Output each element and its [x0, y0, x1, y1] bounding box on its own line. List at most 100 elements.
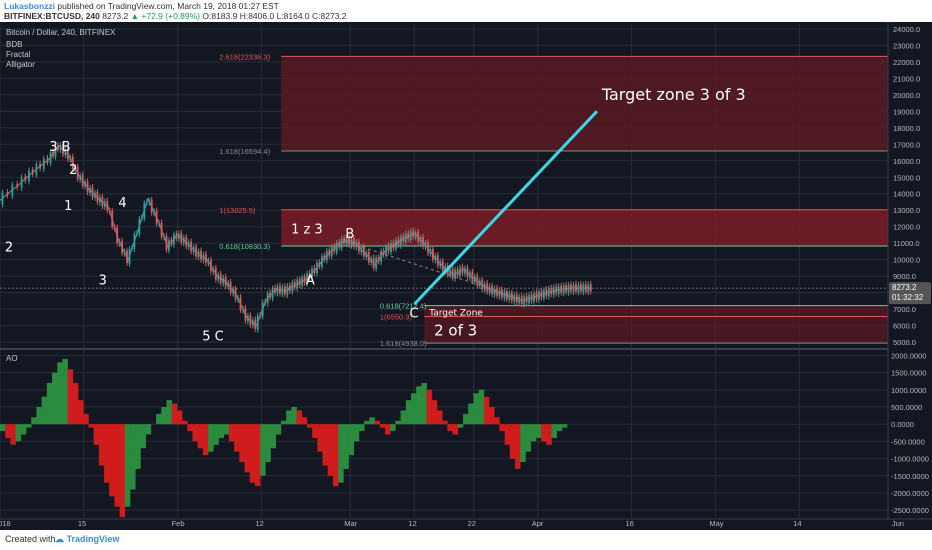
candle-body [380, 251, 382, 263]
ao-tick-label: -1000.0000 [891, 455, 929, 464]
candle-body [360, 247, 363, 253]
ao-bar [83, 413, 89, 425]
candle-body [340, 238, 343, 249]
candle-body [145, 201, 148, 203]
candle-body [219, 273, 222, 283]
legend-indicator-bdb[interactable]: BDB [6, 40, 22, 49]
candle-body [461, 266, 464, 273]
candle-body [59, 145, 62, 151]
candle-body [412, 230, 415, 237]
ao-bar [447, 424, 453, 432]
ao-bar [509, 424, 516, 459]
ao-bar [442, 420, 448, 425]
candle-body [76, 166, 79, 179]
candle-body [200, 250, 202, 260]
candle-body [42, 158, 45, 170]
candle-body [476, 275, 479, 286]
candle-body [567, 285, 570, 293]
candle-body [91, 187, 94, 198]
candle-body [540, 290, 543, 298]
ao-bar [338, 424, 344, 483]
chart-canvas[interactable]: 2.618(22336.3) 1.618(16594.4) 1(13025.5) 0.… [0, 22, 932, 530]
legend-indicator-fractal[interactable]: Fractal [6, 50, 31, 59]
candle-body [108, 211, 111, 213]
candle-body [572, 284, 575, 293]
ao-legend[interactable]: AO [6, 354, 18, 363]
projection-line[interactable] [413, 110, 599, 306]
candle-body [28, 170, 30, 182]
candle-body [577, 284, 580, 293]
candle-body [229, 281, 232, 293]
time-tick-label: May [709, 519, 723, 528]
candle-body [311, 268, 313, 279]
ao-bar [234, 424, 240, 452]
candle-body [195, 246, 197, 257]
author-link[interactable]: Lukasbonzzi [4, 1, 56, 11]
ao-tick-label: 1000.0000 [891, 386, 926, 395]
candle-body [358, 241, 360, 252]
time-tick-label: Mar [344, 519, 357, 528]
wave-label: 3 [49, 140, 57, 155]
ao-bar [452, 424, 459, 435]
candle-body [6, 192, 9, 196]
candle-body [274, 287, 276, 293]
candle-body [325, 251, 328, 261]
candle-body [123, 251, 126, 254]
tradingview-logo[interactable]: ☁ TradingView [55, 534, 119, 545]
candle-body [222, 277, 225, 284]
candle-body [419, 237, 422, 243]
ao-bar [504, 424, 511, 445]
ao-bar [124, 424, 131, 507]
candle-body [575, 283, 577, 292]
price-tick-label: 9000.0 [893, 272, 916, 281]
price-tick-label: 10000.0 [893, 256, 920, 265]
candle-body [177, 233, 180, 240]
candle-body [377, 257, 380, 262]
candle-body [424, 243, 427, 248]
ao-bar [41, 396, 48, 425]
wave-label: Target zone 3 of 3 [601, 85, 746, 104]
ao-bar [312, 424, 318, 438]
ao-bar [494, 417, 500, 425]
candle-body [192, 247, 195, 253]
candle-body [291, 282, 294, 292]
published-text: published on TradingView.com, March 19, … [55, 1, 279, 11]
ao-tick-label: 1500.0000 [891, 369, 926, 378]
ao-bar [72, 382, 79, 425]
wave-label: 2 of 3 [434, 321, 477, 339]
candle-body [530, 294, 533, 301]
candle-body [106, 200, 109, 211]
legend-indicator-alligator[interactable]: Alligator [6, 60, 35, 69]
ao-bar [265, 424, 271, 462]
price-tick-label: 24000.0 [893, 25, 920, 34]
candle-body [242, 308, 244, 311]
candle-body [488, 286, 491, 293]
ao-tick-label: 0.0000 [891, 420, 914, 429]
ao-bar [228, 424, 235, 442]
ao-bar [457, 424, 464, 428]
ao-bar [520, 424, 526, 462]
candle-body [313, 267, 316, 273]
candle-body [365, 252, 368, 258]
candle-body [318, 262, 321, 267]
candle-body [486, 283, 489, 292]
ao-bar [31, 417, 37, 425]
ao-bar [0, 424, 6, 432]
candle-body [570, 284, 572, 292]
ao-bar [374, 420, 381, 425]
candle-body [131, 248, 133, 250]
ao-bar [202, 424, 209, 456]
ao-bar [161, 407, 167, 425]
price-tick-label: 15000.0 [893, 173, 920, 182]
candle-body [429, 249, 432, 254]
candle-body [153, 211, 156, 214]
price-tick-label: 14000.0 [893, 190, 920, 199]
brand-text: TradingView [66, 534, 120, 544]
ao-bar [358, 424, 365, 432]
ao-bar [114, 424, 120, 507]
time-tick-label: 15 [78, 519, 86, 528]
ao-bar [416, 386, 422, 425]
candle-body [62, 144, 64, 155]
candle-body [473, 276, 476, 282]
fib-level-label: 2.618(22336.3) [219, 52, 270, 61]
